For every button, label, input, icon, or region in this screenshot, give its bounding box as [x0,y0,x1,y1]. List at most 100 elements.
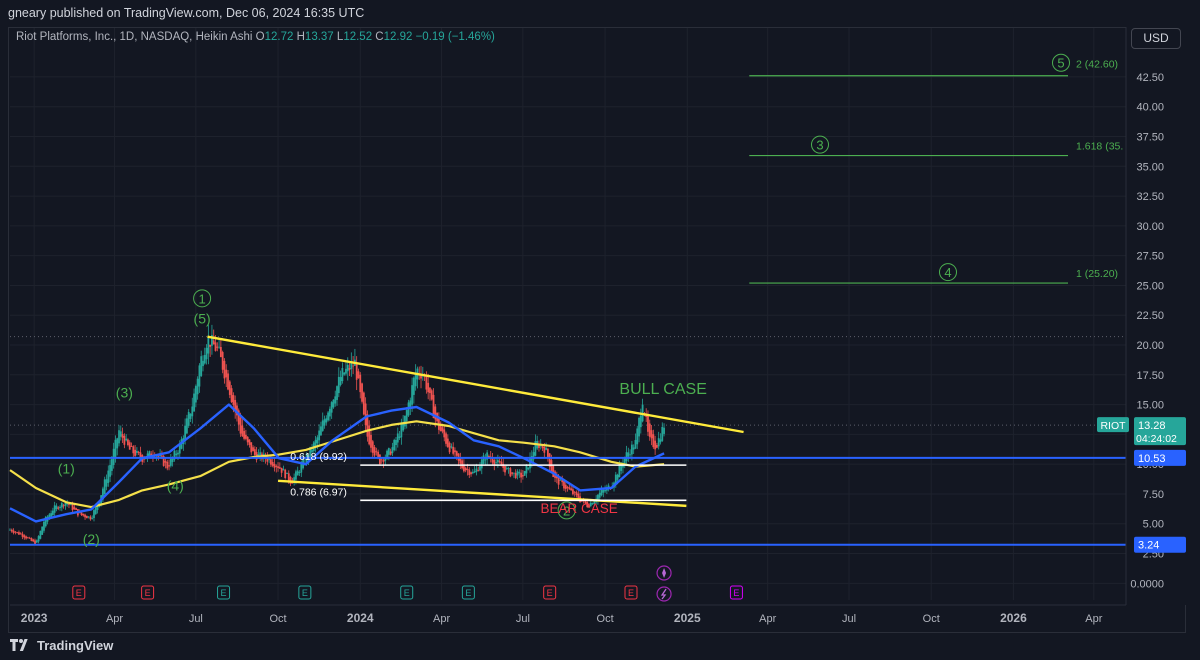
candle-body [271,461,274,466]
candle-body [471,471,474,474]
symbol-title: Riot Platforms, Inc., 1D, NASDAQ, Heikin… [16,31,253,43]
candle-body [387,448,390,455]
candle-body [266,456,269,462]
candle-body [236,405,238,416]
candle-body [357,371,360,379]
candle-body [311,449,313,453]
candle-body [496,459,499,463]
x-tick-label: Apr [1085,613,1102,625]
candle-body [627,452,630,457]
candle-body [620,464,623,471]
earnings-marker-label: E [221,588,227,598]
candle-body [57,507,60,509]
candle-body [330,402,333,413]
y-tick-label: 15.00 [1136,400,1164,412]
candle-body [14,531,17,533]
upper-trendline [207,335,744,434]
candle-body [545,447,548,450]
candle-body [557,476,560,485]
candle-body [577,493,580,500]
wave-label: (1) [58,461,75,477]
currency-button[interactable]: USD [1131,28,1181,49]
wave-circle-5 [1052,53,1070,72]
candle-body [371,441,374,453]
candle-body [602,490,605,493]
fib-level-label: 1 (25.20) [1076,268,1118,280]
earnings-marker-label: E [733,588,739,598]
candle-body [184,425,187,442]
candle-body [98,500,101,507]
candle-body [232,395,235,405]
candle-body [130,445,133,447]
candle-body [404,415,406,427]
candle-body [314,439,317,447]
candle-body [654,440,657,450]
candle-body [200,356,203,376]
y-tick-label: 25.00 [1136,280,1164,292]
candle-body [398,436,401,438]
candle-body [68,503,70,506]
candle-body [320,426,322,436]
candle-body [384,457,387,461]
support-price-badge [1134,536,1186,553]
candle-body [160,455,163,457]
candle-body [463,464,465,472]
candle-body [632,447,635,450]
candle-body [223,360,226,379]
candle-body [60,503,63,508]
candle-body [663,427,665,434]
candle-body [253,449,256,455]
candle-body [525,465,528,474]
wave-label-4: 4 [944,265,951,280]
candle-body [441,427,444,432]
candle-body [332,399,335,408]
candle-body [327,412,329,421]
candle-body [409,400,412,409]
open-value: 12.72 [264,31,294,43]
candle-body [25,536,27,539]
candle-body [518,472,521,474]
candle-body [323,419,326,426]
x-tick-label: Apr [759,613,776,625]
candle-body [661,426,664,441]
candle-body [513,472,515,474]
candle-body [328,408,331,417]
candle-body [473,471,476,473]
candle-body [343,372,346,375]
candle-body [282,469,285,471]
candle-body [391,447,394,454]
earnings-marker-label: E [145,588,151,598]
candle-body [273,463,276,468]
candle-body [454,450,456,453]
candle-body [62,505,65,507]
candle-body [244,434,247,439]
candle-body [432,394,435,419]
candle-body [630,444,633,455]
candle-body [48,514,51,520]
tradingview-logo[interactable]: TradingView [10,638,113,653]
candle-body [96,503,99,510]
candle-body [530,455,533,463]
candle-body [41,526,44,535]
candle-body [109,465,111,477]
candle-body [110,459,113,471]
candle-body [495,462,497,464]
candle-body [405,410,408,422]
candle-body [380,459,383,461]
candle-body [650,430,653,439]
fib-level-label: 2 (42.60) [1076,59,1118,71]
candle-body [82,513,85,516]
candle-body [366,414,369,437]
candle-body [659,439,662,443]
candle-body [538,444,540,448]
candle-body [546,448,549,458]
candle-body [593,500,596,504]
candle-body [563,481,565,489]
x-tick-label: Oct [597,613,614,625]
candle-body [287,473,290,481]
candle-body [443,429,446,438]
candle-body [482,455,485,464]
candle-body [364,403,367,426]
candle-body [604,489,606,492]
